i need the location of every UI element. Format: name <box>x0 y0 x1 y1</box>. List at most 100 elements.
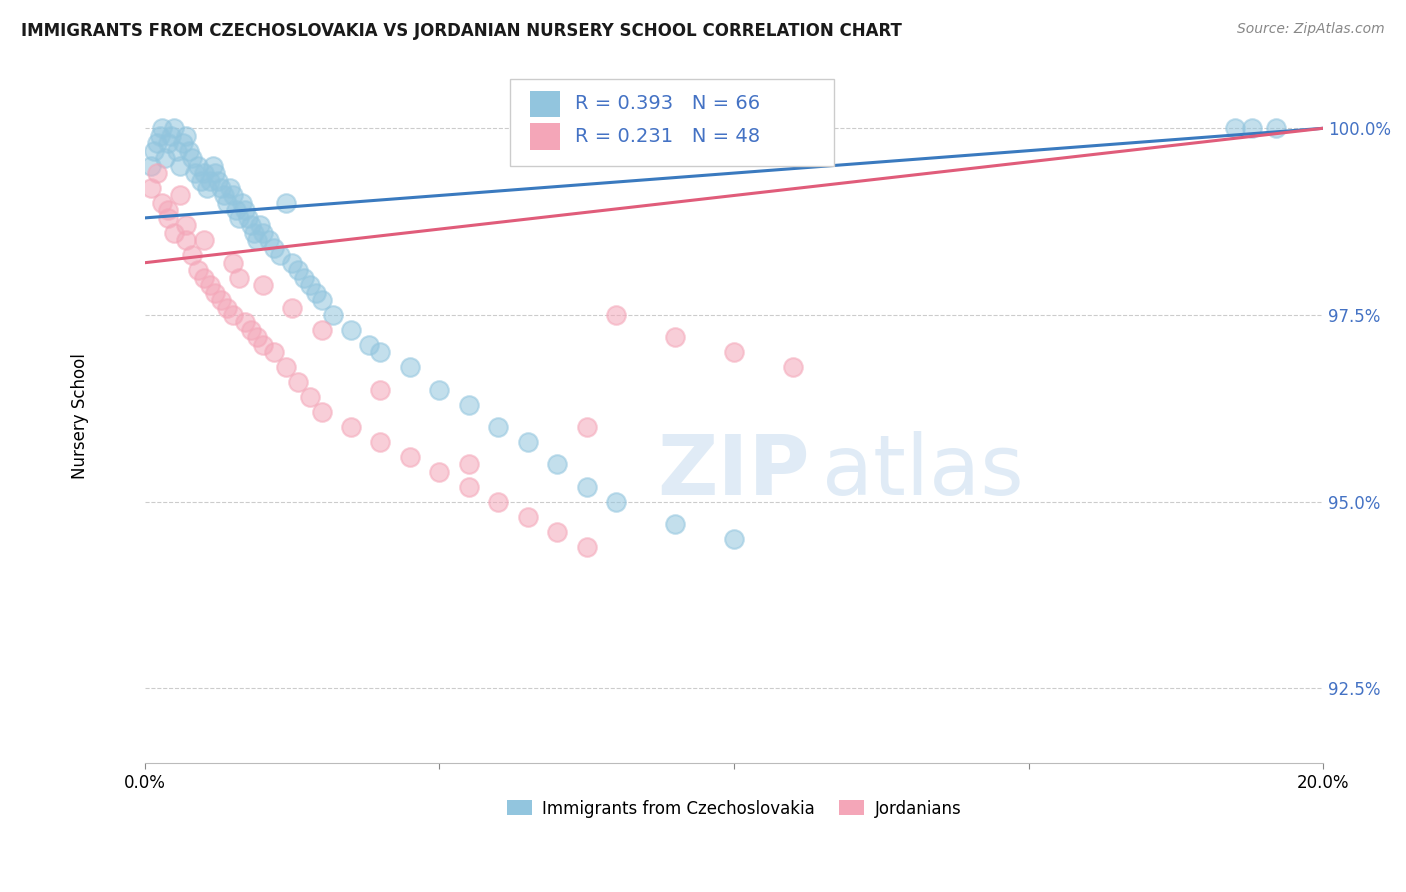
Point <box>169 188 191 202</box>
Point <box>145 166 167 180</box>
Point <box>457 458 479 472</box>
Point <box>399 450 422 464</box>
Point <box>457 398 479 412</box>
Point <box>575 420 598 434</box>
Point <box>605 308 627 322</box>
Point <box>1223 121 1246 136</box>
Point <box>174 219 197 233</box>
Point <box>209 293 232 307</box>
Point <box>233 203 256 218</box>
Point <box>204 166 226 180</box>
Point <box>142 144 165 158</box>
Point <box>322 308 344 322</box>
Point <box>222 308 245 322</box>
Point <box>276 196 298 211</box>
Point <box>340 420 363 434</box>
Point <box>311 323 333 337</box>
Point <box>233 316 256 330</box>
Point <box>187 263 209 277</box>
Point <box>157 203 180 218</box>
Point <box>243 226 266 240</box>
Point <box>236 211 259 225</box>
Point <box>152 121 174 136</box>
Point <box>177 144 200 158</box>
Point <box>1241 121 1264 136</box>
Point <box>263 345 285 359</box>
Point <box>276 360 298 375</box>
Point <box>457 480 479 494</box>
Point <box>575 480 598 494</box>
FancyBboxPatch shape <box>530 123 560 150</box>
Point <box>257 233 280 247</box>
Point <box>219 181 242 195</box>
Point <box>198 173 221 187</box>
Point <box>249 219 271 233</box>
Point <box>246 233 269 247</box>
Point <box>174 233 197 247</box>
Point <box>429 465 451 479</box>
Point <box>163 121 186 136</box>
Point <box>239 323 262 337</box>
Point <box>429 383 451 397</box>
Point <box>252 278 274 293</box>
Point <box>193 233 215 247</box>
FancyBboxPatch shape <box>530 91 560 117</box>
Point <box>222 188 245 202</box>
Point <box>486 494 509 508</box>
Point <box>181 151 204 165</box>
Point <box>782 360 804 375</box>
Point <box>231 196 253 211</box>
Point <box>145 136 167 151</box>
Point <box>311 405 333 419</box>
Point <box>357 338 380 352</box>
Point <box>605 494 627 508</box>
Point <box>281 256 304 270</box>
Point <box>287 263 309 277</box>
Point <box>222 256 245 270</box>
Point <box>225 203 247 218</box>
Text: ZIP: ZIP <box>658 431 810 512</box>
Point <box>217 196 239 211</box>
Text: Source: ZipAtlas.com: Source: ZipAtlas.com <box>1237 22 1385 37</box>
Point <box>486 420 509 434</box>
Point <box>370 383 392 397</box>
Point <box>195 181 218 195</box>
Point <box>166 144 188 158</box>
Point <box>193 166 215 180</box>
Point <box>207 173 229 187</box>
Point <box>157 211 180 225</box>
Point <box>664 330 686 344</box>
Point <box>370 345 392 359</box>
Point <box>190 173 212 187</box>
Point <box>139 159 162 173</box>
Point <box>723 532 745 546</box>
Point <box>174 128 197 143</box>
Point <box>370 434 392 449</box>
Point <box>292 270 315 285</box>
Point <box>252 226 274 240</box>
Point <box>209 181 232 195</box>
Point <box>148 128 170 143</box>
Text: R = 0.393   N = 66: R = 0.393 N = 66 <box>575 95 761 113</box>
Point <box>198 278 221 293</box>
Point <box>516 509 538 524</box>
Point <box>228 211 250 225</box>
Point <box>723 345 745 359</box>
Point <box>305 285 328 300</box>
Point <box>193 270 215 285</box>
Point <box>163 226 186 240</box>
Point <box>217 301 239 315</box>
Point <box>1265 121 1288 136</box>
Point <box>246 330 269 344</box>
Point <box>311 293 333 307</box>
Point <box>184 166 207 180</box>
Point <box>516 434 538 449</box>
Y-axis label: Nursery School: Nursery School <box>72 353 89 479</box>
Point <box>298 278 321 293</box>
Point <box>214 188 236 202</box>
Point <box>546 458 568 472</box>
Point <box>287 375 309 389</box>
Point <box>204 285 226 300</box>
Point <box>160 128 183 143</box>
Point <box>263 241 285 255</box>
